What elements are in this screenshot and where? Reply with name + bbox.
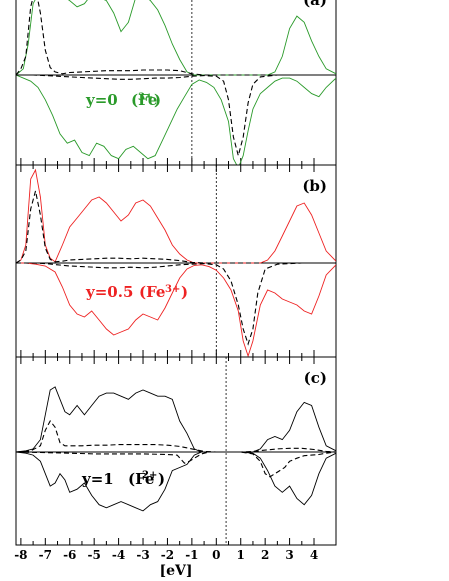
panel-2: (b) y=0.5 (Fe 3+) xyxy=(15,164,337,358)
x-tick-label: 1 xyxy=(237,548,245,562)
dos-curve-solid-1 xyxy=(16,386,336,453)
panel-frame xyxy=(15,356,337,546)
annotation-close: ) xyxy=(158,470,165,488)
annotation-ion: (Fe xyxy=(128,470,154,488)
dos-curve-dashed-3 xyxy=(16,190,336,264)
annotation-charge: 3+ xyxy=(165,284,180,295)
panel-label: (c) xyxy=(304,369,327,387)
annotation-charge: 2+ xyxy=(142,470,157,481)
dos-curve-solid-2 xyxy=(16,74,336,165)
dos-curve-dashed-3 xyxy=(16,0,336,76)
dos-curve-solid-1 xyxy=(16,168,336,264)
annotation-ion: (Fe xyxy=(139,283,165,301)
dos-curve-solid-2 xyxy=(16,262,336,357)
annotation-text: y=1 xyxy=(81,470,114,488)
x-tick-label: -1 xyxy=(185,548,198,562)
annotation-text: y=0 xyxy=(85,91,118,109)
annotation-ion: (Fe xyxy=(131,91,157,109)
x-tick-label: 3 xyxy=(285,548,293,562)
x-tick-label: -4 xyxy=(112,548,125,562)
x-tick-label: 4 xyxy=(310,548,318,562)
x-tick-label: 2 xyxy=(261,548,269,562)
panel-1: (a) y=0 (Fe3+) xyxy=(15,0,337,166)
dos-curve-dashed-4 xyxy=(16,74,336,158)
x-axis-label: [eV] xyxy=(159,563,192,579)
dos-curve-solid-2 xyxy=(16,451,336,512)
x-tick-label: -8 xyxy=(14,548,27,562)
x-tick-label: -5 xyxy=(87,548,100,562)
x-tick-label: 0 xyxy=(212,548,220,562)
x-tick-label: -2 xyxy=(161,548,174,562)
panel-frame xyxy=(15,0,337,166)
dos-curve-solid-1 xyxy=(16,0,336,76)
panel-3: (c) y=1 (Fe2+) -8 -7 -6 -5 -4 -3 -2 -1 0 1 2 3 4 [eV] xyxy=(14,356,337,579)
dos-curve-dashed-4 xyxy=(16,451,336,478)
annotation-text: y=0.5 xyxy=(85,283,133,301)
dos-curve-dashed-4 xyxy=(16,262,336,346)
panel-label: (a) xyxy=(303,0,327,9)
annotation-close: ) xyxy=(181,283,188,301)
panel-label: (b) xyxy=(302,177,327,195)
x-tick-label: -7 xyxy=(39,548,52,562)
dos-curve-dashed-3 xyxy=(16,419,336,453)
x-tick-label: -6 xyxy=(63,548,76,562)
annotation-close: ) xyxy=(154,91,161,109)
x-tick-label: -3 xyxy=(136,548,149,562)
annotation-charge: 3+ xyxy=(138,92,153,103)
